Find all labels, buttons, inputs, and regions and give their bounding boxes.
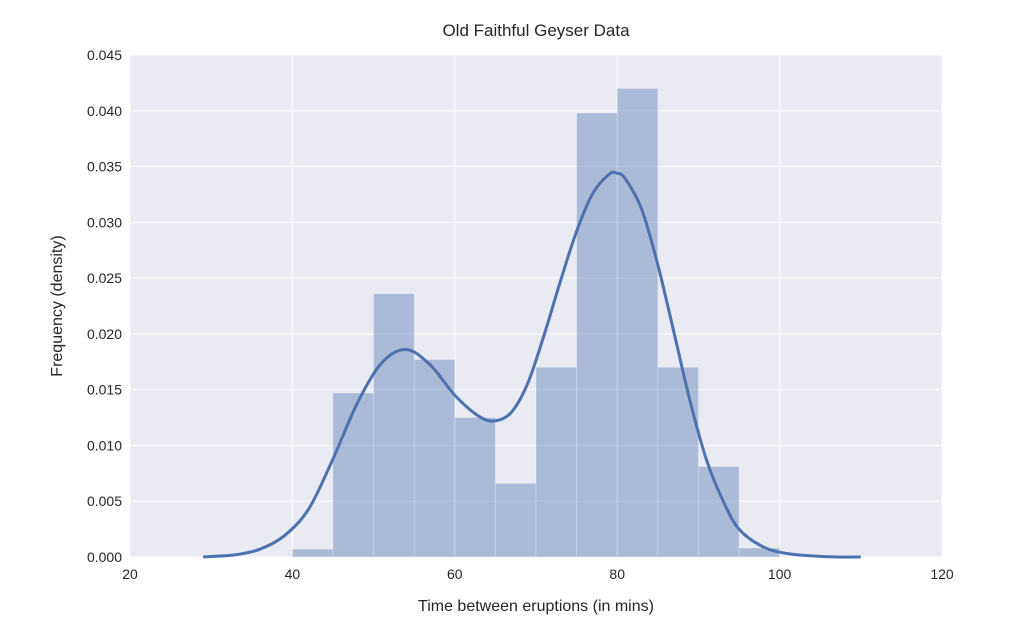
x-tick-label: 80 xyxy=(609,566,625,582)
histogram-bar xyxy=(292,549,333,557)
y-tick-label: 0.005 xyxy=(87,493,122,509)
histogram-bar xyxy=(374,294,415,557)
y-tick-label: 0.040 xyxy=(87,103,122,119)
chart-title: Old Faithful Geyser Data xyxy=(442,21,630,40)
histogram-bar xyxy=(455,418,496,557)
histogram-bar xyxy=(577,113,618,557)
x-tick-label: 60 xyxy=(447,566,463,582)
y-tick-label: 0.015 xyxy=(87,382,122,398)
y-tick-label: 0.030 xyxy=(87,214,122,230)
y-axis-label: Frequency (density) xyxy=(49,235,66,376)
histogram-bar xyxy=(536,367,577,557)
y-axis-ticks: 0.000 0.005 0.010 0.015 0.020 0.025 0.030 0.035… xyxy=(87,47,122,565)
x-axis-label: Time between eruptions (in mins) xyxy=(418,598,654,615)
y-tick-label: 0.045 xyxy=(87,47,122,63)
x-tick-label: 40 xyxy=(285,566,301,582)
histogram-bar xyxy=(698,467,739,557)
y-tick-label: 0.000 xyxy=(87,549,122,565)
x-axis-ticks: 20 40 60 80 100 120 xyxy=(122,566,954,582)
x-tick-label: 20 xyxy=(122,566,138,582)
histogram-bar xyxy=(658,367,699,557)
y-tick-label: 0.020 xyxy=(87,326,122,342)
y-tick-label: 0.035 xyxy=(87,159,122,175)
histogram-bar xyxy=(495,483,536,557)
y-tick-label: 0.025 xyxy=(87,270,122,286)
x-tick-label: 120 xyxy=(930,566,954,582)
histogram-bar xyxy=(617,88,658,557)
histogram-bar xyxy=(333,393,374,557)
x-tick-label: 100 xyxy=(768,566,792,582)
y-tick-label: 0.010 xyxy=(87,437,122,453)
